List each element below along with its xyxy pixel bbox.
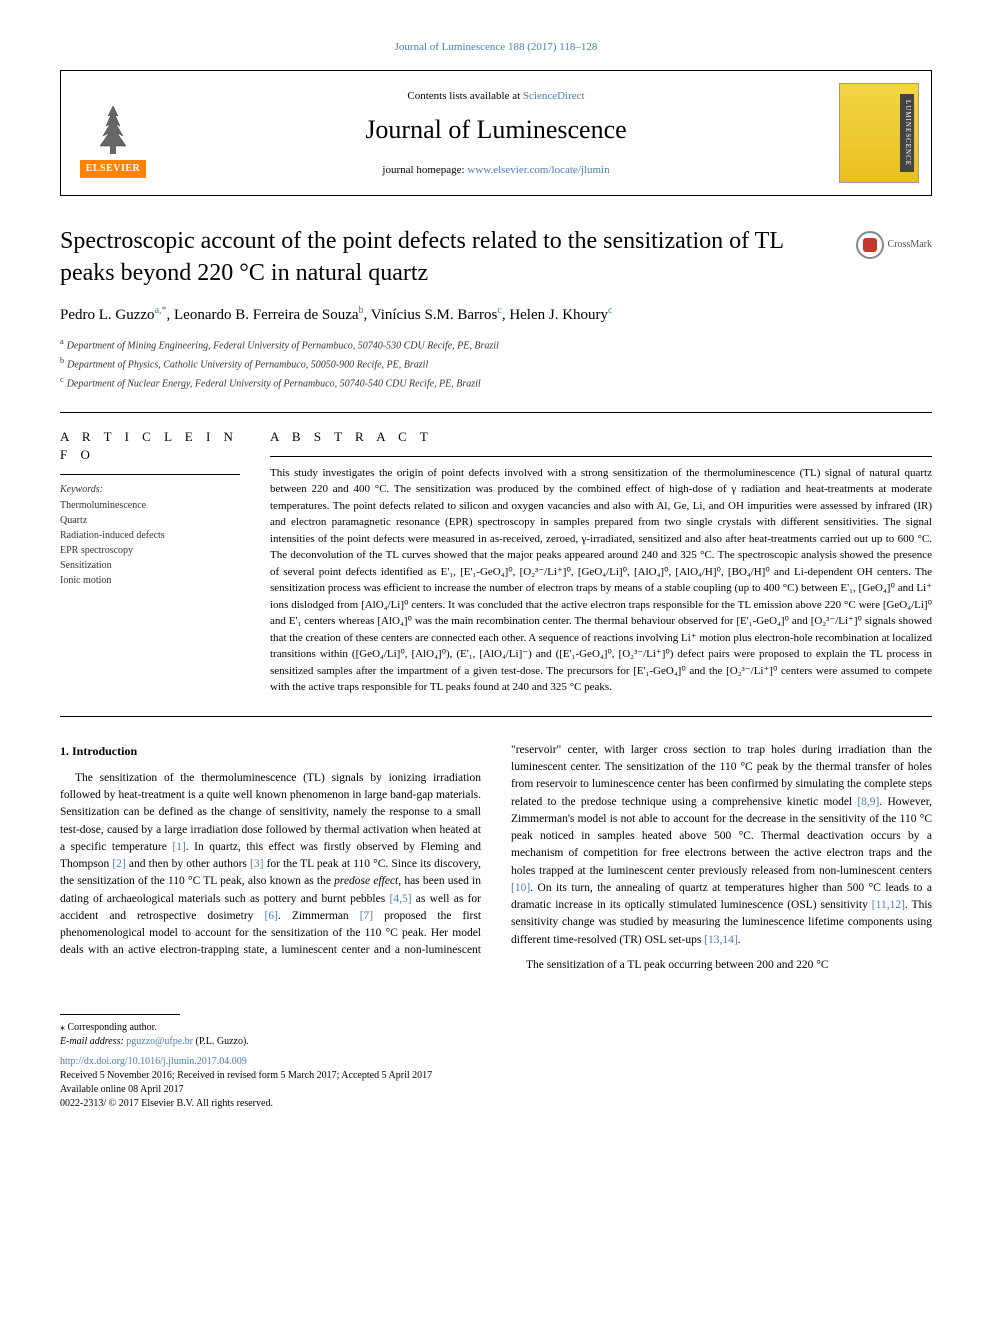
elsevier-logo: ELSEVIER bbox=[73, 88, 153, 178]
keyword-1: Quartz bbox=[60, 514, 240, 528]
authors: Pedro L. Guzzoa,*, Leonardo B. Ferreira … bbox=[60, 304, 932, 326]
contents-line: Contents lists available at ScienceDirec… bbox=[153, 89, 839, 104]
crossmark-badge[interactable]: CrossMark bbox=[856, 231, 932, 259]
affiliation-b: bDepartment of Physics, Catholic Univers… bbox=[60, 355, 932, 372]
contents-prefix: Contents lists available at bbox=[407, 90, 522, 102]
info-abstract-row: A R T I C L E I N F O Keywords: Thermolu… bbox=[60, 428, 932, 696]
homepage-line: journal homepage: www.elsevier.com/locat… bbox=[153, 163, 839, 178]
author-2: , Leonardo B. Ferreira de Souza bbox=[167, 307, 359, 323]
journal-header: ELSEVIER Contents lists available at Sci… bbox=[60, 70, 932, 196]
cite-1[interactable]: [1] bbox=[172, 841, 185, 853]
divider-top bbox=[60, 412, 932, 413]
affiliations: aDepartment of Mining Engineering, Feder… bbox=[60, 336, 932, 392]
journal-citation: Journal of Luminescence 188 (2017) 118–1… bbox=[60, 40, 932, 55]
keyword-4: Sensitization bbox=[60, 559, 240, 573]
divider-bottom bbox=[60, 716, 932, 717]
email-suffix: (P.L. Guzzo). bbox=[193, 1036, 249, 1047]
cite-1314[interactable]: [13,14] bbox=[704, 934, 738, 946]
footnote-divider bbox=[60, 1014, 180, 1015]
received-line: Received 5 November 2016; Received in re… bbox=[60, 1069, 932, 1083]
elsevier-tree-icon bbox=[88, 101, 138, 156]
homepage-link[interactable]: www.elsevier.com/locate/jlumin bbox=[467, 164, 609, 176]
cover-label: LUMINESCENCE bbox=[900, 94, 914, 172]
article-info-heading: A R T I C L E I N F O bbox=[60, 428, 240, 464]
keyword-2: Radiation-induced defects bbox=[60, 529, 240, 543]
keyword-0: Thermoluminescence bbox=[60, 499, 240, 513]
abstract-divider bbox=[270, 456, 932, 457]
author-4-affil: c bbox=[608, 305, 612, 316]
copyright-line: 0022-2313/ © 2017 Elsevier B.V. All righ… bbox=[60, 1097, 932, 1111]
sciencedirect-link[interactable]: ScienceDirect bbox=[523, 90, 585, 102]
cite-7[interactable]: [7] bbox=[360, 910, 373, 922]
author-1-affil: a,* bbox=[155, 305, 167, 316]
crossmark-label: CrossMark bbox=[888, 238, 932, 252]
keyword-5: Ionic motion bbox=[60, 574, 240, 588]
cite-10[interactable]: [10] bbox=[511, 882, 530, 894]
cite-89[interactable]: [8,9] bbox=[857, 796, 879, 808]
abstract-heading: A B S T R A C T bbox=[270, 428, 932, 446]
article-info-col: A R T I C L E I N F O Keywords: Thermolu… bbox=[60, 428, 240, 696]
cite-1112[interactable]: [11,12] bbox=[872, 899, 905, 911]
cite-2[interactable]: [2] bbox=[112, 858, 125, 870]
author-1: Pedro L. Guzzo bbox=[60, 307, 155, 323]
header-center: Contents lists available at ScienceDirec… bbox=[153, 89, 839, 178]
title-row: Spectroscopic account of the point defec… bbox=[60, 226, 932, 288]
affiliation-a: aDepartment of Mining Engineering, Feder… bbox=[60, 336, 932, 353]
cite-3[interactable]: [3] bbox=[250, 858, 263, 870]
footnotes: ⁎ Corresponding author. E-mail address: … bbox=[60, 1021, 932, 1111]
author-4: , Helen J. Khoury bbox=[502, 307, 608, 323]
homepage-prefix: journal homepage: bbox=[382, 164, 467, 176]
email-label: E-mail address: bbox=[60, 1036, 126, 1047]
affiliation-c: cDepartment of Nuclear Energy, Federal U… bbox=[60, 374, 932, 391]
corresponding-note: ⁎ Corresponding author. bbox=[60, 1021, 932, 1035]
article-title: Spectroscopic account of the point defec… bbox=[60, 226, 836, 288]
intro-p1: The sensitization of the thermoluminesce… bbox=[60, 742, 932, 974]
author-3: , Vinícius S.M. Barros bbox=[364, 307, 498, 323]
crossmark-icon bbox=[856, 231, 884, 259]
email-link[interactable]: pguzzo@ufpe.br bbox=[126, 1036, 193, 1047]
journal-cover: LUMINESCENCE bbox=[839, 83, 919, 183]
available-line: Available online 08 April 2017 bbox=[60, 1083, 932, 1097]
info-divider bbox=[60, 474, 240, 475]
intro-p3: The sensitization of a TL peak occurring… bbox=[511, 957, 932, 974]
keyword-3: EPR spectroscopy bbox=[60, 544, 240, 558]
email-line: E-mail address: pguzzo@ufpe.br (P.L. Guz… bbox=[60, 1035, 932, 1049]
abstract-col: A B S T R A C T This study investigates … bbox=[270, 428, 932, 696]
abstract-text: This study investigates the origin of po… bbox=[270, 465, 932, 696]
cite-45[interactable]: [4,5] bbox=[389, 893, 411, 905]
elsevier-label: ELSEVIER bbox=[80, 160, 147, 178]
predose-term: predose effect bbox=[334, 875, 398, 887]
doi-link[interactable]: http://dx.doi.org/10.1016/j.jlumin.2017.… bbox=[60, 1055, 932, 1069]
journal-name: Journal of Luminescence bbox=[153, 112, 839, 148]
keywords-list: Thermoluminescence Quartz Radiation-indu… bbox=[60, 499, 240, 588]
intro-heading: 1. Introduction bbox=[60, 742, 481, 760]
body-columns: 1. Introduction The sensitization of the… bbox=[60, 742, 932, 974]
keywords-label: Keywords: bbox=[60, 483, 240, 497]
cite-6[interactable]: [6] bbox=[264, 910, 277, 922]
